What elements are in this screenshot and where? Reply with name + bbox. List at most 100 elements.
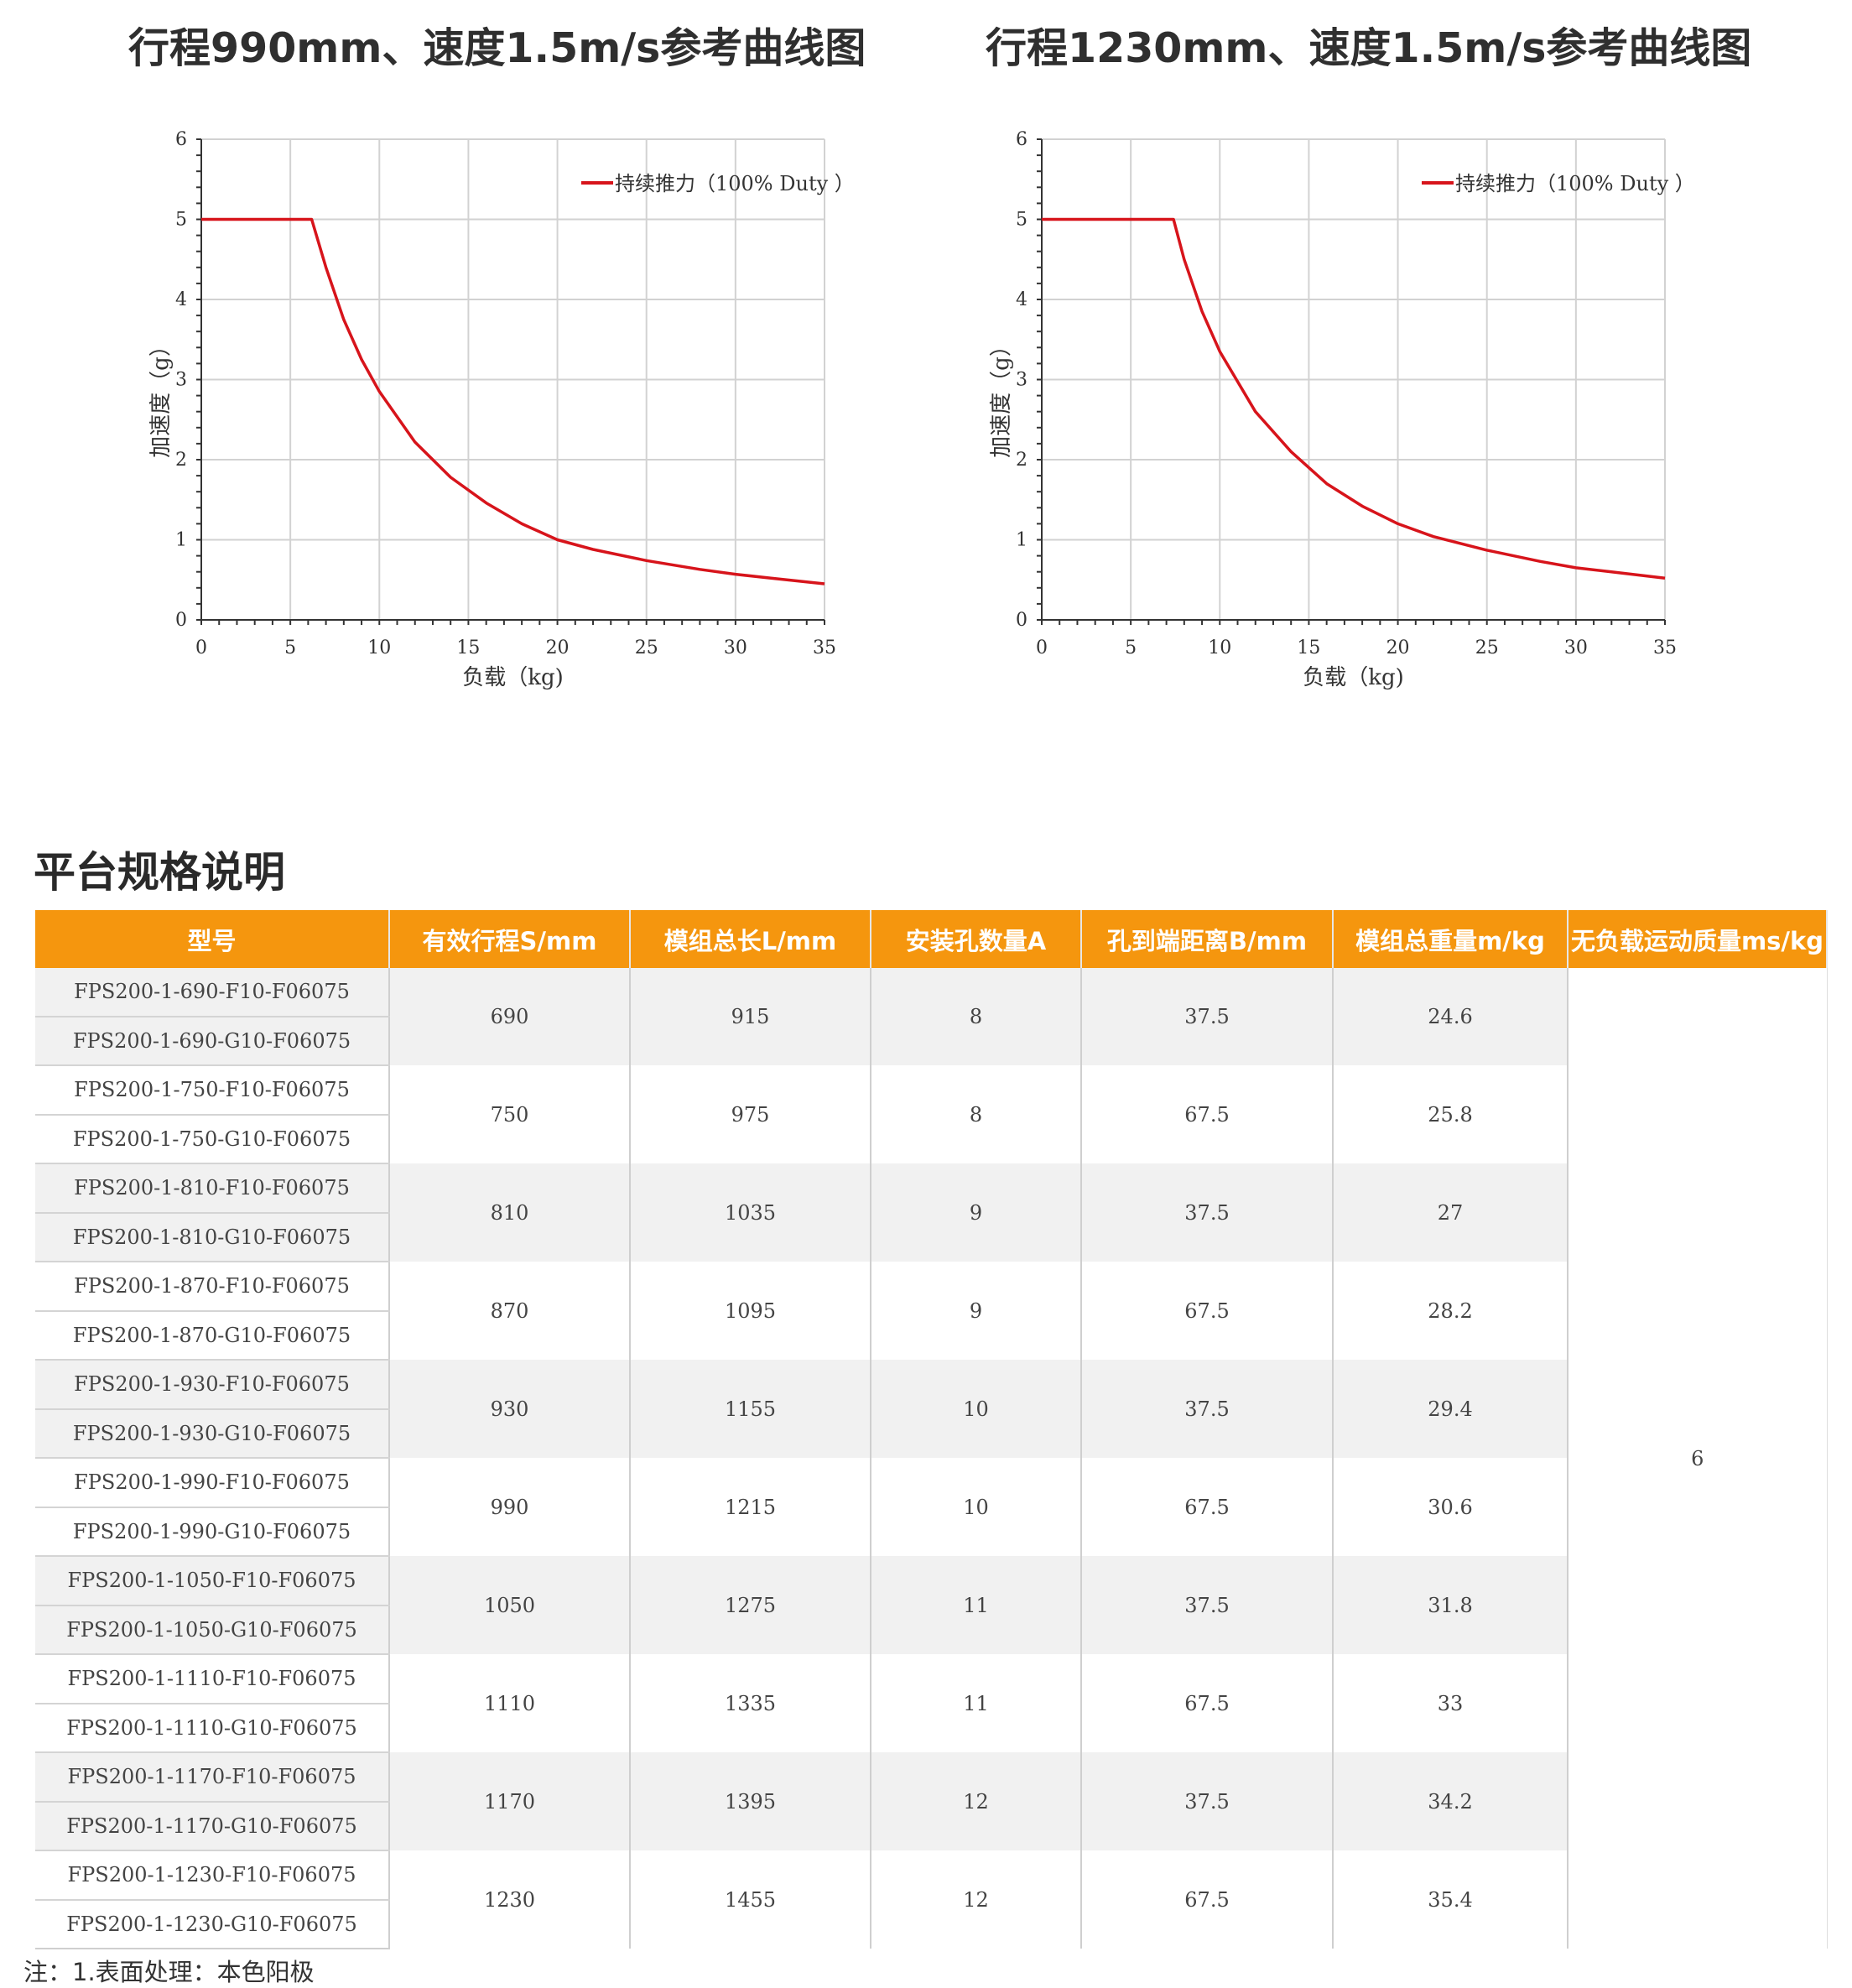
cell-holes: 8 — [871, 968, 1082, 1065]
cell-weight: 35.4 — [1333, 1850, 1568, 1949]
y-axis-label: 加速度（g） — [989, 335, 1014, 458]
table-row: FPS200-1-1110-G10-F06075 — [35, 1703, 1827, 1753]
cell-stroke: 990 — [389, 1458, 631, 1556]
x-tick-label: 25 — [635, 638, 658, 658]
cell-holes: 11 — [871, 1654, 1082, 1752]
header-weight: 模组总重量m/kg — [1333, 910, 1568, 968]
cell-model: FPS200-1-750-F10-F06075 — [35, 1065, 390, 1116]
table-row: FPS200-1-1110-F10-F06075 1110 1335 11 67.5 33 — [35, 1654, 1827, 1752]
cell-stroke: 750 — [389, 1065, 631, 1163]
cell-model: FPS200-1-990-G10-F06075 — [35, 1507, 390, 1557]
header-stroke: 有效行程S/mm — [389, 910, 631, 968]
cell-weight: 30.6 — [1333, 1458, 1568, 1556]
table-row: FPS200-1-810-F10-F06075 810 1035 9 37.5 27 — [35, 1163, 1827, 1262]
cell-distance: 67.5 — [1081, 1458, 1334, 1556]
cell-weight: 25.8 — [1333, 1065, 1568, 1163]
y-tick-label: 6 — [1016, 129, 1027, 150]
cell-model: FPS200-1-870-G10-F06075 — [35, 1310, 390, 1361]
table-row: FPS200-1-870-F10-F06075 870 1095 9 67.5 28.2 — [35, 1262, 1827, 1360]
cell-model: FPS200-1-810-F10-F06075 — [35, 1163, 390, 1214]
y-tick-label: 2 — [175, 450, 187, 471]
cell-length: 1035 — [630, 1163, 871, 1262]
cell-length: 915 — [630, 968, 871, 1065]
cell-distance: 37.5 — [1081, 1163, 1334, 1262]
cell-model: FPS200-1-750-G10-F06075 — [35, 1114, 390, 1164]
cell-model: FPS200-1-1050-G10-F06075 — [35, 1605, 390, 1655]
cell-holes: 10 — [871, 1458, 1082, 1556]
x-tick-label: 30 — [1564, 638, 1588, 658]
cell-stroke: 1110 — [389, 1654, 631, 1752]
y-tick-label: 3 — [175, 370, 187, 391]
cell-model: FPS200-1-810-G10-F06075 — [35, 1212, 390, 1262]
cell-model: FPS200-1-690-F10-F06075 — [35, 968, 390, 1017]
y-tick-label: 0 — [175, 610, 187, 631]
table-row: FPS200-1-990-F10-F06075 990 1215 10 67.5 30.6 — [35, 1458, 1827, 1556]
x-axis-label: 负载（kg) — [1303, 665, 1404, 690]
cell-weight: 31.8 — [1333, 1556, 1568, 1654]
cell-weight: 34.2 — [1333, 1752, 1568, 1850]
section-title: 平台规格说明 — [34, 848, 285, 897]
x-tick-label: 10 — [1208, 638, 1231, 658]
table-row: FPS200-1-690-F10-F06075 690 915 8 37.5 24.6 6 — [35, 968, 1828, 1949]
cell-holes: 9 — [871, 1262, 1082, 1360]
table-row: FPS200-1-750-F10-F06075 750 975 8 67.5 25.8 — [35, 1065, 1827, 1163]
series-line — [201, 217, 825, 585]
cell-length: 1455 — [630, 1850, 871, 1949]
header-model: 型号 — [35, 910, 390, 968]
cell-length: 1095 — [630, 1262, 871, 1360]
y-tick-label: 1 — [175, 530, 187, 551]
cell-stroke: 930 — [389, 1360, 631, 1458]
cell-holes: 12 — [871, 1752, 1082, 1850]
y-tick-label: 6 — [175, 129, 187, 150]
y-axis-label: 加速度（g） — [148, 335, 174, 458]
y-tick-label: 5 — [1016, 210, 1027, 231]
cell-holes: 11 — [871, 1556, 1082, 1654]
cell-holes: 8 — [871, 1065, 1082, 1163]
header-distance: 孔到端距离B/mm — [1081, 910, 1334, 968]
cell-weight: 29.4 — [1333, 1360, 1568, 1458]
cell-model: FPS200-1-1050-F10-F06075 — [35, 1556, 390, 1606]
legend-label: 持续推力（100% Duty ） — [1455, 172, 1695, 195]
cell-model: FPS200-1-930-F10-F06075 — [35, 1360, 390, 1410]
cell-distance: 37.5 — [1081, 1360, 1334, 1458]
x-tick-label: 5 — [284, 638, 296, 658]
table-row: FPS200-1-810-G10-F06075 — [35, 1212, 1827, 1262]
cell-distance: 67.5 — [1081, 1262, 1334, 1360]
table-row: FPS200-1-1050-G10-F06075 — [35, 1605, 1827, 1655]
cell-model: FPS200-1-1170-G10-F06075 — [35, 1801, 390, 1851]
table-row: FPS200-1-1230-F10-F06075 1230 1455 12 67.5 35… — [35, 1850, 1827, 1949]
x-tick-label: 20 — [546, 638, 570, 658]
chart-title-1230: 行程1230mm、速度1.5m/s参考曲线图 — [986, 24, 1752, 72]
cell-length: 1215 — [630, 1458, 871, 1556]
header-holes: 安装孔数量A — [871, 910, 1082, 968]
chart-1230-acceleration-vs-load: 0 5 10 15 20 25 30 35 0 1 2 3 4 5 6 负载（kg) 加速度（g） 持续推力（10… — [989, 129, 1695, 690]
x-axis-label: 负载（kg) — [462, 665, 564, 690]
cell-stroke: 810 — [389, 1163, 631, 1262]
table-row: FPS200-1-930-F10-F06075 930 1155 10 37.5 29.4 — [35, 1360, 1827, 1458]
y-tick-label: 5 — [175, 210, 187, 231]
cell-model: FPS200-1-870-F10-F06075 — [35, 1262, 390, 1312]
cell-holes: 10 — [871, 1360, 1082, 1458]
table-row: FPS200-1-870-G10-F06075 — [35, 1310, 1827, 1361]
cell-distance: 67.5 — [1081, 1850, 1334, 1949]
x-tick-label: 0 — [195, 638, 207, 658]
cell-weight: 28.2 — [1333, 1262, 1568, 1360]
cell-weight: 24.6 — [1333, 968, 1568, 1065]
x-tick-label: 20 — [1386, 638, 1410, 658]
cell-stroke: 690 — [389, 968, 631, 1065]
spec-table: 型号 有效行程S/mm 模组总长L/mm 安装孔数量A 孔到端距离B/mm 模组… — [35, 910, 1828, 1949]
x-tick-label: 0 — [1036, 638, 1048, 658]
x-tick-label: 10 — [367, 638, 391, 658]
table-row: FPS200-1-1170-F10-F06075 1170 1395 12 37.5 34… — [35, 1752, 1827, 1850]
cell-model: FPS200-1-1230-F10-F06075 — [35, 1850, 390, 1901]
cell-distance: 67.5 — [1081, 1065, 1334, 1163]
cell-stroke: 1050 — [389, 1556, 631, 1654]
y-tick-label: 3 — [1016, 370, 1027, 391]
cell-stroke: 870 — [389, 1262, 631, 1360]
y-tick-label: 2 — [1016, 450, 1027, 471]
y-tick-label: 4 — [175, 289, 187, 310]
table-row: FPS200-1-990-G10-F06075 — [35, 1507, 1827, 1557]
x-tick-label: 15 — [456, 638, 480, 658]
cell-model: FPS200-1-1170-F10-F06075 — [35, 1752, 390, 1803]
cell-length: 1395 — [630, 1752, 871, 1850]
